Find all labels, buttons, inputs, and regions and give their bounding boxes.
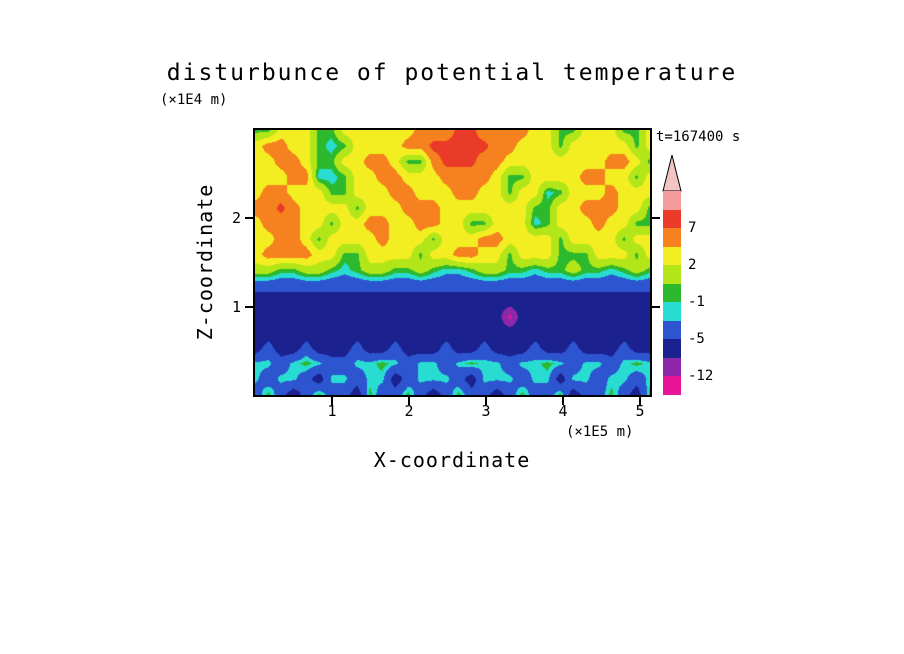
colorbar-segment xyxy=(663,209,681,229)
colorbar-segment xyxy=(663,339,681,359)
z-tick-mark-right xyxy=(652,217,660,220)
colorbar-segment xyxy=(663,376,681,396)
plot-frame xyxy=(253,128,652,397)
x-axis-label: X-coordinate xyxy=(373,448,531,472)
colorbar-tick-label: 2 xyxy=(688,257,697,274)
colorbar-tick-label: -12 xyxy=(688,368,714,385)
colorbar-tick-label: -1 xyxy=(688,294,705,311)
x-axis-unit-label: (×1E5 m) xyxy=(566,424,634,440)
colorbar-segment xyxy=(663,302,681,322)
z-tick-label: 2 xyxy=(231,209,241,228)
z-tick-label: 1 xyxy=(231,297,241,316)
heatmap-canvas xyxy=(255,130,650,395)
colorbar-tick-label: 7 xyxy=(688,220,697,237)
x-tick-mark xyxy=(407,397,410,405)
plot-title: disturbunce of potential temperature xyxy=(166,60,738,86)
x-tick-mark xyxy=(484,397,487,405)
colorbar-segment xyxy=(663,357,681,377)
colorbar-segment xyxy=(663,320,681,340)
x-tick-label: 3 xyxy=(481,402,491,420)
z-tick-mark-right xyxy=(652,305,660,308)
x-tick-label: 5 xyxy=(635,402,645,420)
z-axis-label: Z-coordinate xyxy=(193,183,217,341)
x-tick-label: 1 xyxy=(327,402,337,420)
x-tick-mark xyxy=(638,397,641,405)
colorbar-segment xyxy=(663,228,681,248)
z-tick-mark xyxy=(245,305,253,308)
colorbar-segment xyxy=(663,246,681,266)
colorbar-segment xyxy=(663,191,681,211)
colorbar-arrow xyxy=(662,154,682,192)
colorbar-tick-label: -5 xyxy=(688,331,705,348)
z-tick-mark xyxy=(245,217,253,220)
colorbar-segment xyxy=(663,265,681,285)
x-tick-label: 4 xyxy=(558,402,568,420)
x-tick-label: 2 xyxy=(404,402,414,420)
x-tick-mark xyxy=(561,397,564,405)
timestamp-label: t=167400 s xyxy=(656,129,741,145)
z-axis-unit-label: (×1E4 m) xyxy=(160,92,228,108)
x-tick-mark xyxy=(330,397,333,405)
colorbar-segment xyxy=(663,283,681,303)
